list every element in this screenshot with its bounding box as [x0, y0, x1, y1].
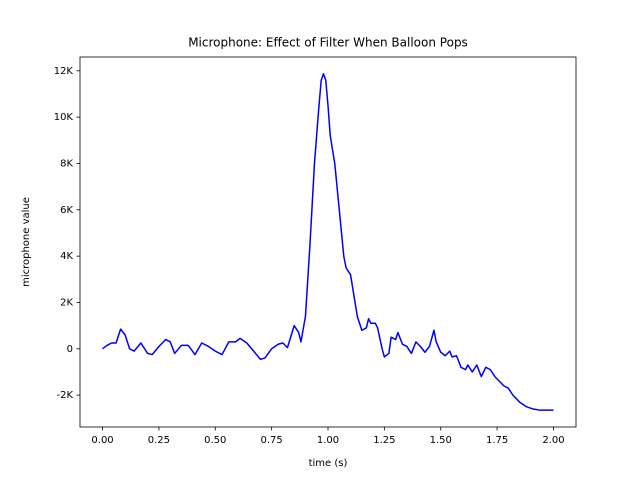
y-tick-label: 12K [54, 66, 74, 77]
x-axis-label: time (s) [309, 458, 348, 469]
y-tick-label: 2K [60, 297, 73, 308]
x-tick-label: 1.00 [317, 435, 339, 446]
y-tick-label: 0 [67, 344, 73, 355]
y-axis-label: microphone value [21, 197, 32, 287]
x-tick-label: 2.00 [542, 435, 564, 446]
plot-frame [79, 56, 577, 428]
x-tick-label: 1.75 [486, 435, 508, 446]
x-tick-label: 1.50 [430, 435, 452, 446]
chart-title: Microphone: Effect of Filter When Balloo… [188, 36, 468, 50]
data-line [102, 73, 554, 411]
y-tick-label: 8K [60, 158, 73, 169]
y-tick-label: 6K [60, 205, 73, 216]
y-tick-label: -2K [56, 390, 73, 401]
x-tick-label: 0.25 [148, 435, 170, 446]
x-tick-label: 0.75 [261, 435, 283, 446]
x-tick-label: 0.00 [91, 435, 113, 446]
y-tick-label: 10K [54, 112, 74, 123]
x-tick-label: 1.25 [373, 435, 395, 446]
y-tick-label: 4K [60, 251, 73, 262]
x-tick-label: 0.50 [204, 435, 226, 446]
